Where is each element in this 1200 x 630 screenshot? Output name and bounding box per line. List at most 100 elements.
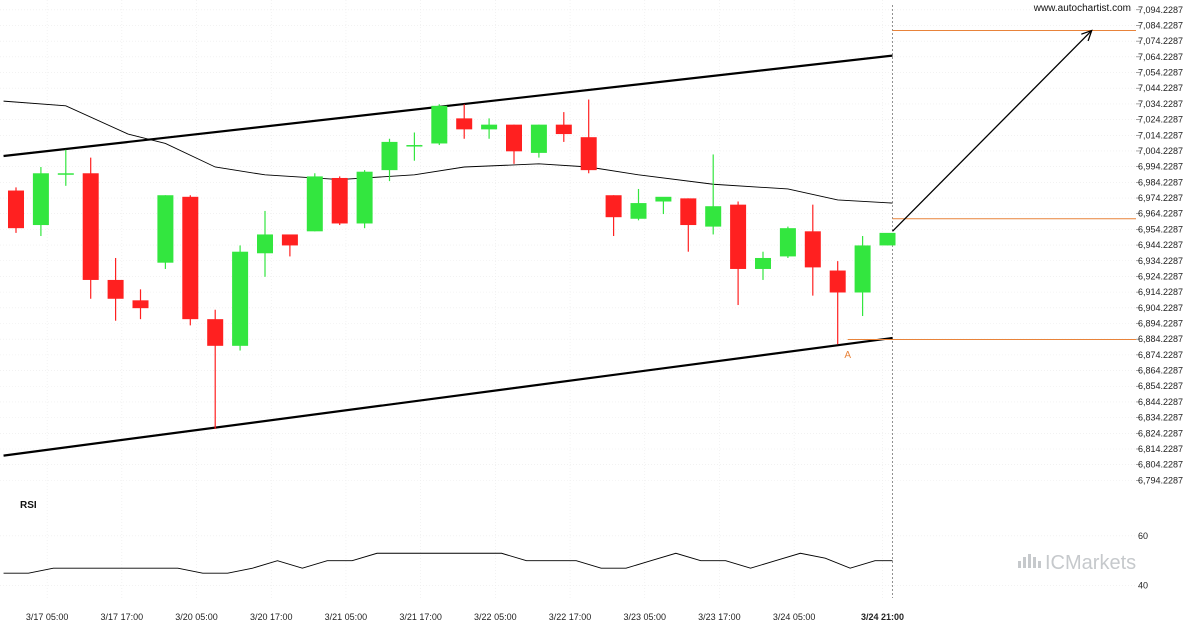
rsi-label: RSI <box>20 500 37 511</box>
candle-body <box>456 118 473 130</box>
candle-bearish <box>132 289 149 320</box>
candle-bullish <box>779 226 796 258</box>
time-axis: 3/17 05:00 3/17 17:00 3/20 05:00 3/20 17:00… <box>26 612 904 622</box>
price-tick-label: 6,804.2287 <box>1138 460 1183 470</box>
candle-body <box>680 198 697 226</box>
candle-body <box>555 124 572 135</box>
candle-body <box>157 195 174 263</box>
rsi-tick-label: 60 <box>1138 531 1148 541</box>
candle-body <box>506 124 522 152</box>
price-tick-label: 7,094.2287 <box>1138 5 1183 15</box>
candle-bearish <box>82 157 99 299</box>
price-axis: 7,094.2287 7,084.2287 7,074.2287 7,064.2287… <box>1136 5 1183 485</box>
time-tick-label: 3/24 05:00 <box>773 612 816 622</box>
candle-body <box>32 173 49 226</box>
candle-bearish <box>804 204 821 296</box>
price-tick-label: 6,904.2287 <box>1138 303 1183 313</box>
candle-bullish <box>705 154 722 235</box>
price-tick-label: 7,034.2287 <box>1138 99 1183 109</box>
candle-body <box>406 145 423 147</box>
moving-average <box>3 100 893 204</box>
candle-body <box>257 234 273 254</box>
site-url: www.autochartist.com <box>1033 3 1131 14</box>
candle-bearish <box>680 198 697 252</box>
candlesticks <box>8 99 896 429</box>
candle-bearish <box>107 257 124 321</box>
price-tick-label: 6,824.2287 <box>1138 428 1183 438</box>
price-tick-label: 6,844.2287 <box>1138 397 1183 407</box>
price-tick-label: 6,954.2287 <box>1138 224 1183 234</box>
price-tick-label: 7,014.2287 <box>1138 130 1183 140</box>
price-tick-label: 6,934.2287 <box>1138 256 1183 266</box>
candle-body <box>8 190 24 229</box>
price-tick-label: 6,914.2287 <box>1138 287 1183 297</box>
price-tick-label: 7,054.2287 <box>1138 68 1183 78</box>
candle-bearish <box>829 261 846 345</box>
candle-bullish <box>530 124 547 158</box>
candle-body <box>730 204 747 269</box>
candle-body <box>182 196 199 320</box>
candle-body <box>82 173 99 280</box>
candle-bullish <box>232 245 249 351</box>
price-tick-label: 6,834.2287 <box>1138 413 1183 423</box>
candle-bearish <box>281 234 298 257</box>
candle-bullish <box>655 196 672 215</box>
candle-bullish <box>157 195 174 269</box>
candle-bearish <box>456 104 473 139</box>
time-tick-label: 3/22 05:00 <box>474 612 517 622</box>
price-tick-label: 6,944.2287 <box>1138 240 1183 250</box>
price-tick-label: 6,924.2287 <box>1138 271 1183 281</box>
time-tick-label: 3/23 17:00 <box>698 612 741 622</box>
candle-bullish <box>431 104 448 146</box>
price-tick-label: 6,894.2287 <box>1138 319 1183 329</box>
time-tick-label: 3/23 05:00 <box>623 612 666 622</box>
candle-body <box>705 206 722 227</box>
candle-body <box>306 176 323 232</box>
price-tick-label: 6,854.2287 <box>1138 381 1183 391</box>
candle-bullish <box>755 251 771 280</box>
price-tick-label: 6,994.2287 <box>1138 162 1183 172</box>
price-tick-label: 6,874.2287 <box>1138 350 1183 360</box>
candle-bullish <box>481 118 498 139</box>
candle-body <box>356 171 373 224</box>
time-tick-label: 3/24 21:00 <box>861 612 904 622</box>
candle-bearish <box>182 195 199 326</box>
candle-body <box>605 195 622 218</box>
brand-bars-icon <box>1018 554 1041 568</box>
candle-body <box>829 270 846 293</box>
level-lines: A <box>844 30 1136 361</box>
brand-watermark: ICMarkets <box>1018 552 1136 574</box>
candle-body <box>879 232 896 246</box>
time-tick-label: 3/17 17:00 <box>101 612 144 622</box>
projection-arrow <box>892 30 1093 232</box>
rsi-panel: 60 40 <box>0 531 1148 591</box>
candle-bullish <box>32 167 49 237</box>
price-tick-label: 7,024.2287 <box>1138 115 1183 125</box>
price-tick-label: 7,064.2287 <box>1138 52 1183 62</box>
price-tick-label: 6,964.2287 <box>1138 209 1183 219</box>
candle-bullish <box>406 132 423 161</box>
price-tick-label: 6,984.2287 <box>1138 177 1183 187</box>
candle-bearish <box>207 309 224 429</box>
candle-bullish <box>854 236 871 317</box>
time-tick-label: 3/22 17:00 <box>549 612 592 622</box>
candle-body <box>755 257 771 269</box>
price-tick-label: 6,884.2287 <box>1138 334 1183 344</box>
candle-body <box>132 300 149 309</box>
time-tick-label: 3/20 17:00 <box>250 612 293 622</box>
price-tick-label: 6,814.2287 <box>1138 444 1183 454</box>
candle-body <box>207 319 224 346</box>
candle-bullish <box>630 188 647 221</box>
candle-bullish <box>57 149 74 186</box>
price-tick-label: 7,044.2287 <box>1138 83 1183 93</box>
time-tick-label: 3/20 05:00 <box>175 612 218 622</box>
candle-body <box>331 177 348 224</box>
time-tick-label: 3/17 05:00 <box>26 612 69 622</box>
candle-bearish <box>605 195 622 237</box>
candle-bearish <box>580 99 597 174</box>
candle-body <box>779 228 796 257</box>
rsi-tick-label: 40 <box>1138 581 1148 591</box>
candle-body <box>381 141 398 171</box>
trend-channel <box>3 54 893 457</box>
